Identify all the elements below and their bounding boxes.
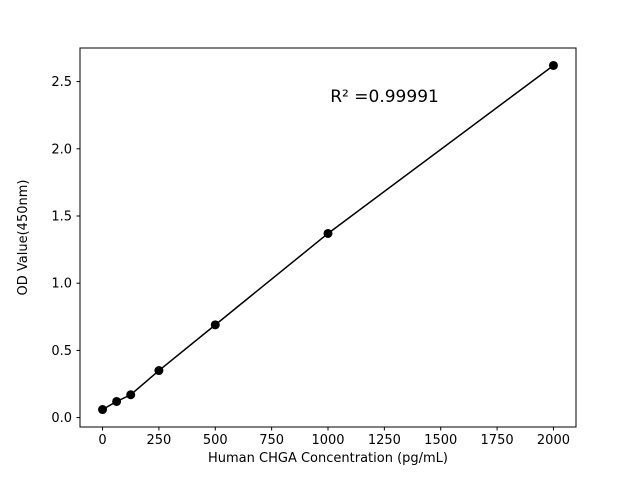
data-point <box>126 390 136 400</box>
data-point <box>548 60 558 70</box>
data-point <box>112 396 122 406</box>
y-tick-label: 0.5 <box>51 344 72 359</box>
y-tick-label: 0.0 <box>51 411 72 426</box>
data-point <box>98 405 108 415</box>
x-tick-label: 2000 <box>537 433 570 448</box>
x-tick-label: 1500 <box>424 433 457 448</box>
x-axis-label: Human CHGA Concentration (pg/mL) <box>208 451 448 466</box>
data-point <box>323 228 333 238</box>
y-tick-label: 2.5 <box>51 75 72 90</box>
y-tick-label: 2.0 <box>51 142 72 157</box>
y-tick-label: 1.5 <box>51 209 72 224</box>
x-tick-label: 750 <box>259 433 284 448</box>
x-tick-label: 1750 <box>481 433 514 448</box>
x-tick-label: 1000 <box>311 433 344 448</box>
x-tick-label: 1250 <box>368 433 401 448</box>
x-tick-label: 0 <box>98 433 106 448</box>
x-tick-label: 250 <box>146 433 171 448</box>
x-tick-label: 500 <box>203 433 228 448</box>
data-point <box>154 366 164 376</box>
data-point <box>210 320 220 330</box>
y-tick-label: 1.0 <box>51 277 72 292</box>
r-squared-annotation: R² =0.99991 <box>330 87 439 107</box>
y-axis-label: OD Value(450nm) <box>16 180 31 296</box>
